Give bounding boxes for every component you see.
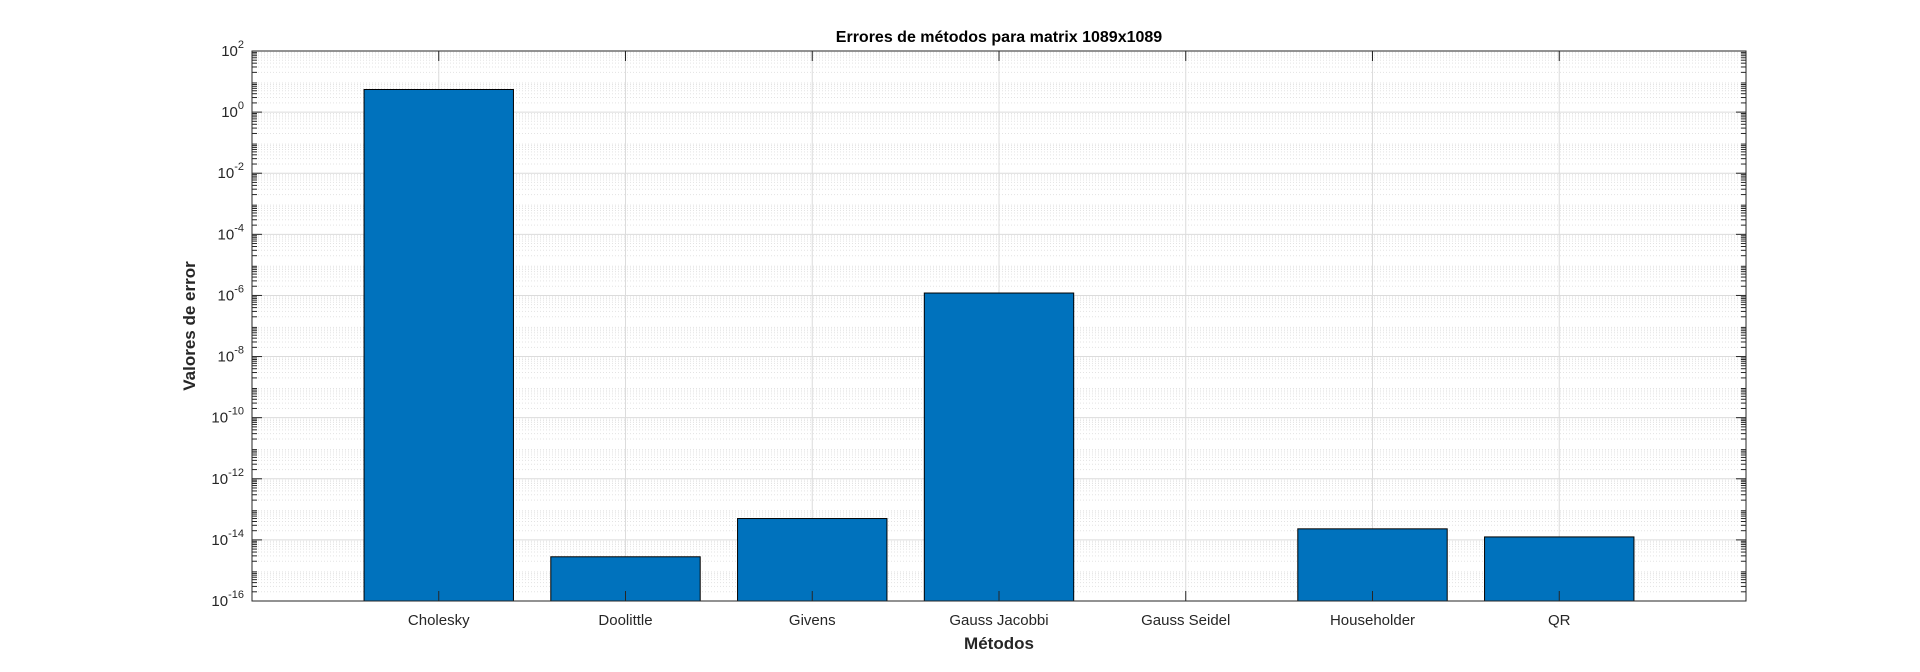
x-tick-label: QR [1548, 612, 1571, 629]
x-tick-label: Doolittle [598, 612, 652, 629]
bar-gauss-jacobbi [923, 292, 1075, 602]
y-axis-label: Valores de error [180, 261, 199, 391]
bars [363, 88, 1635, 602]
y-tick-label: 10-16 [211, 589, 244, 610]
y-tick-label: 10-12 [211, 467, 244, 488]
x-tick-label: Cholesky [408, 612, 470, 629]
bar-cholesky [363, 88, 514, 602]
x-axis-label: Métodos [964, 634, 1034, 653]
chart-title: Errores de métodos para matrix 1089x1089 [836, 29, 1163, 46]
y-tick-label: 100 [221, 100, 244, 121]
x-tick-label: Givens [789, 612, 836, 629]
axis-ticks [252, 50, 1746, 602]
y-tick-label: 102 [221, 39, 244, 60]
y-tick-label: 10-6 [218, 283, 244, 304]
y-tick-label: 10-10 [211, 406, 244, 427]
x-tick-label: Householder [1330, 612, 1415, 629]
y-tick-label: 10-14 [211, 528, 244, 549]
y-tick-labels: 10-16 10-14 10-12 10-10 10-8 10-6 10-4 10-2 100 1… [211, 39, 244, 610]
y-tick-label: 10-2 [218, 161, 244, 182]
y-tick-label: 10-4 [218, 222, 244, 243]
x-tick-label: Gauss Jacobbi [949, 612, 1048, 629]
x-tick-labels: Cholesky Doolittle Givens Gauss Jacobbi Gaus… [408, 612, 1571, 629]
bar-givens [737, 518, 888, 602]
x-tick-label: Gauss Seidel [1141, 612, 1230, 629]
y-tick-label: 10-8 [218, 345, 244, 366]
bar-householder [1297, 528, 1448, 602]
